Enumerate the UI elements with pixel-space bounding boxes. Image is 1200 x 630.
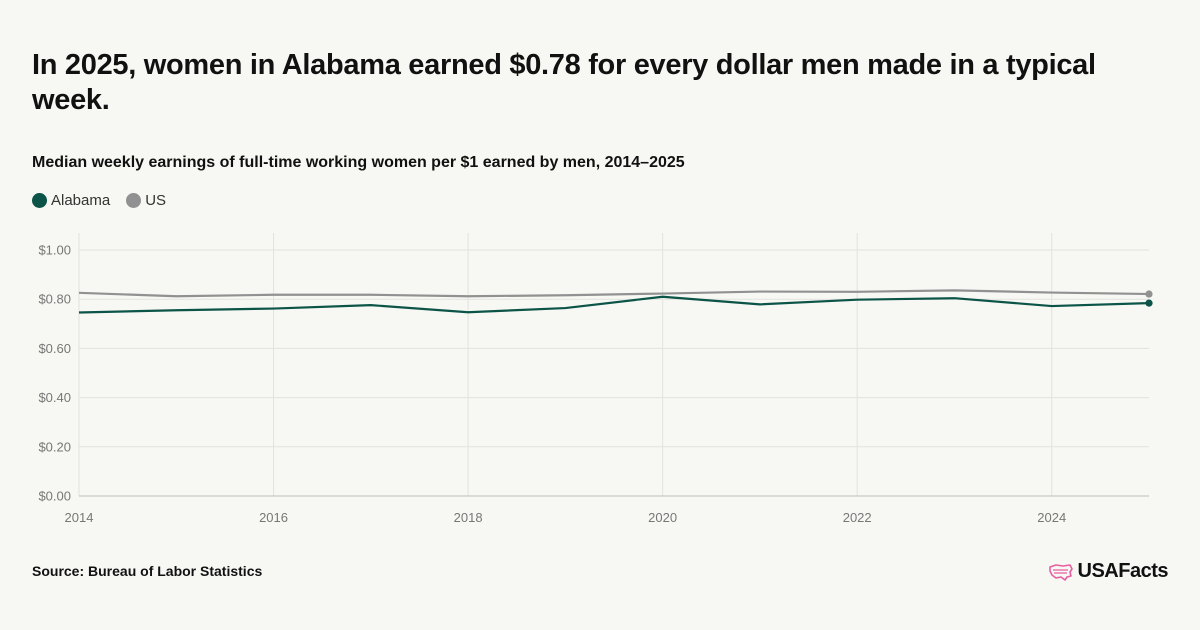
y-tick-label-3: $0.60 <box>38 341 71 356</box>
grid-layer <box>78 233 1149 496</box>
series-line-alabama <box>78 295 1150 314</box>
legend-swatch-us <box>126 193 142 208</box>
y-tick-label-5: $1.00 <box>38 243 71 258</box>
series-layer <box>78 289 1153 314</box>
legend-label-us: US <box>145 192 167 209</box>
us-map-icon <box>1048 563 1073 581</box>
endpoint-marker-alabama <box>1145 299 1153 307</box>
legend-item-alabama: Alabama <box>32 192 110 209</box>
legend-swatch-alabama <box>32 193 47 208</box>
source-note: Source: Bureau of Labor Statistics <box>32 563 263 579</box>
endpoint-marker-us <box>1145 290 1153 298</box>
legend-item-us: US <box>126 192 166 209</box>
x-tick-label-2022: 2022 <box>843 510 872 525</box>
x-tick-label-2024: 2024 <box>1037 510 1066 525</box>
y-tick-label-2: $0.40 <box>38 390 71 405</box>
logo-text: USAFacts <box>1077 560 1169 582</box>
x-tick-label-2014: 2014 <box>65 510 94 525</box>
y-tick-label-0: $0.00 <box>38 489 71 504</box>
series-line-us <box>78 289 1150 298</box>
x-tick-label-2016: 2016 <box>259 510 288 525</box>
usafacts-logo: USAFacts <box>1048 560 1169 583</box>
y-tick-label-4: $0.80 <box>38 292 71 307</box>
x-tick-label-2020: 2020 <box>648 510 677 525</box>
axis-layer: 2014 2016 2018 2020 2022 2024 $0.00 $0.20 $0.40 $… <box>38 243 1149 525</box>
legend-label-alabama: Alabama <box>51 192 111 209</box>
x-tick-label-2018: 2018 <box>454 510 483 525</box>
chart-legend: Alabama US <box>32 192 166 209</box>
chart-subtitle: Median weekly earnings of full-time work… <box>32 154 685 171</box>
line-chart: 2014 2016 2018 2020 2022 2024 $0.00 $0.20 $0.40 $… <box>38 233 1153 525</box>
y-tick-label-1: $0.20 <box>38 439 71 454</box>
chart-title: In 2025, women in Alabama earned $0.78 f… <box>32 49 1096 116</box>
